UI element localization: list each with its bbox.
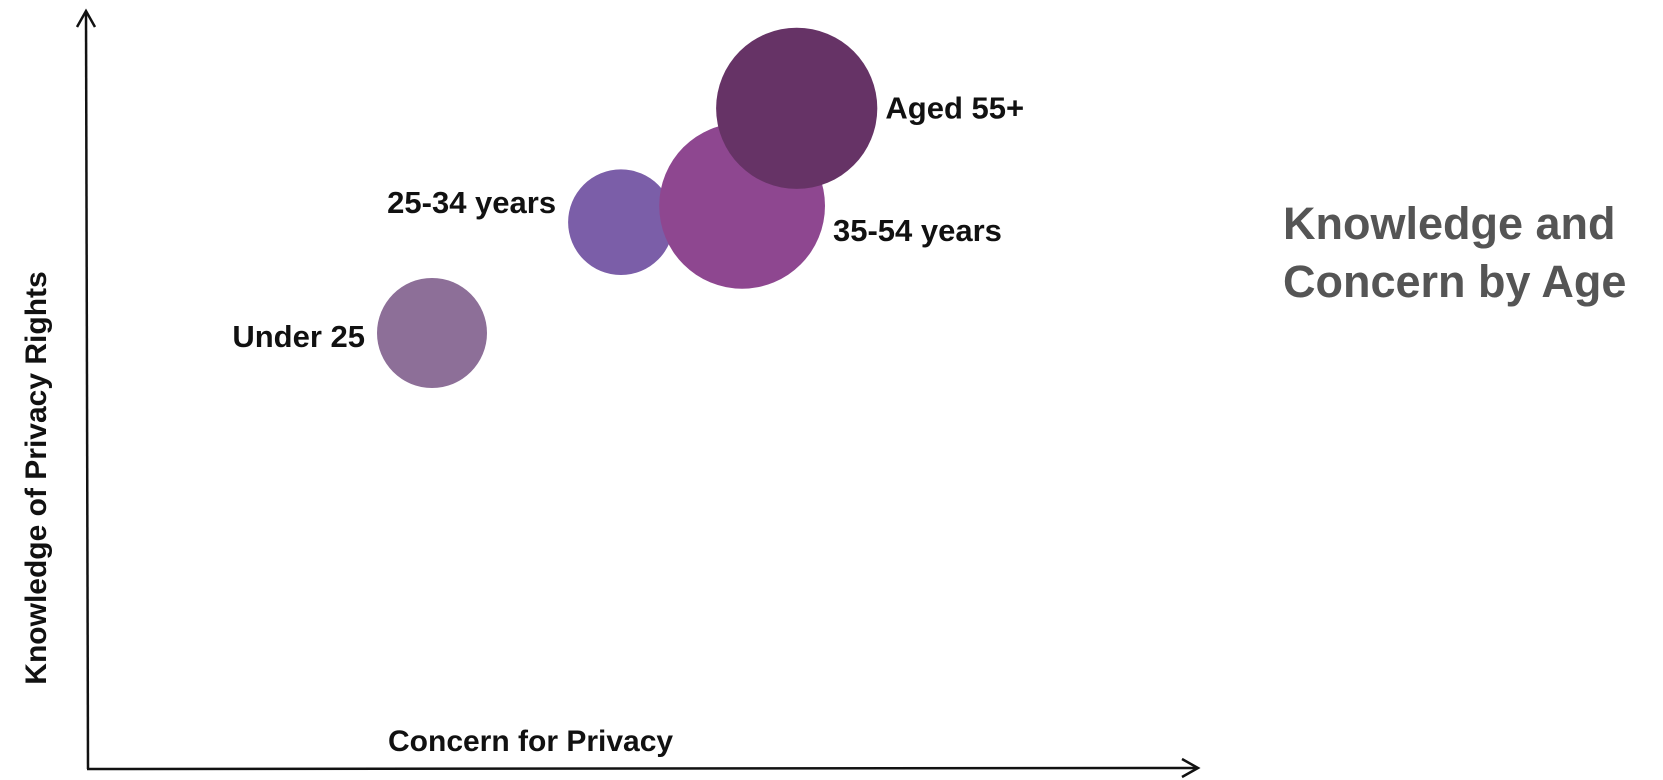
chart-title: Knowledge and Concern by Age <box>1283 195 1626 311</box>
bubble-label-aged-55: Aged 55+ <box>885 90 1024 125</box>
x-axis-label: Concern for Privacy <box>388 725 673 758</box>
bubbles-group: Under 25 25-34 years 35-54 years Aged 55+ <box>232 27 1024 388</box>
y-axis-label: Knowledge of Privacy Rights <box>20 271 53 684</box>
chart-title-line-1: Knowledge and <box>1283 198 1616 249</box>
bubble-label-35-54-years: 35-54 years <box>833 213 1002 248</box>
bubble-25-34-years <box>568 169 674 275</box>
chart-title-line-2: Concern by Age <box>1283 256 1627 307</box>
bubble-label-under-25: Under 25 <box>232 319 365 354</box>
bubble-aged-55 <box>716 27 878 189</box>
y-axis <box>75 8 97 770</box>
x-axis <box>86 757 1201 779</box>
bubble-under-25 <box>377 278 487 388</box>
bubble-label-25-34-years: 25-34 years <box>387 185 556 220</box>
